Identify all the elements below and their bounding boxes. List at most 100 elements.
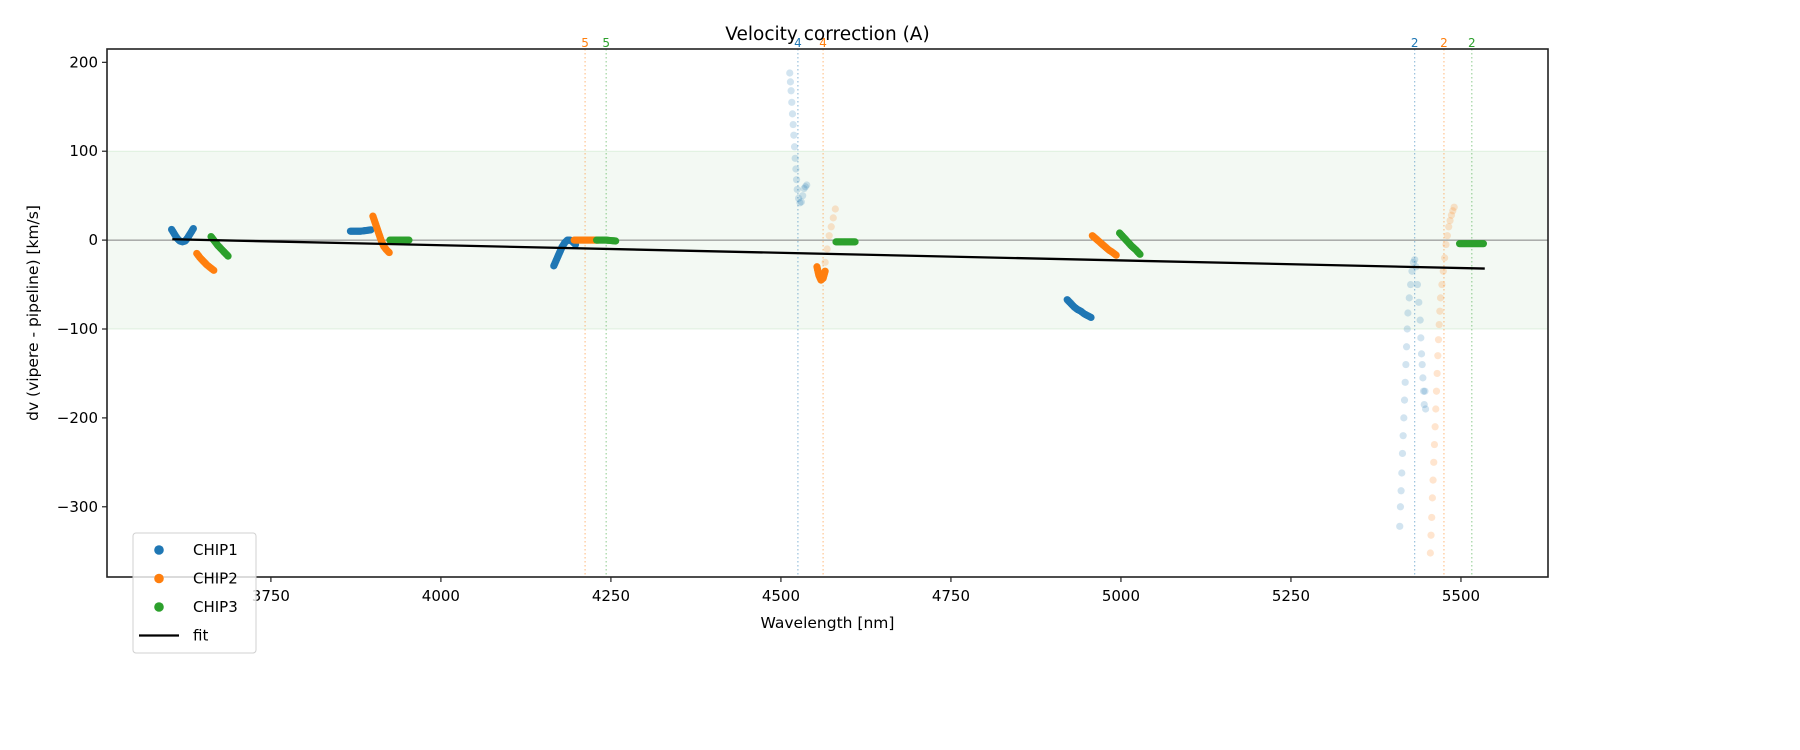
x-tick-label: 4750 xyxy=(932,587,970,605)
data-point xyxy=(796,199,804,207)
data-point xyxy=(1426,549,1434,557)
data-point xyxy=(1418,360,1426,369)
data-point xyxy=(821,258,829,266)
order-marker-label: 5 xyxy=(581,36,589,50)
data-point xyxy=(1411,256,1419,264)
data-point xyxy=(1396,503,1405,511)
data-point xyxy=(788,110,797,118)
order-marker-label: 4 xyxy=(794,36,802,50)
data-point xyxy=(829,214,837,222)
legend-label: CHIP2 xyxy=(193,570,238,588)
data-point xyxy=(1421,405,1430,413)
y-tick-label: −200 xyxy=(57,409,98,427)
data-point xyxy=(1397,487,1405,495)
data-point xyxy=(825,232,833,240)
data-point xyxy=(210,266,218,274)
data-point xyxy=(1403,325,1411,333)
data-point xyxy=(1413,280,1422,289)
data-point xyxy=(1430,440,1439,449)
legend-marker-chip3 xyxy=(154,602,164,612)
data-point xyxy=(1087,313,1095,322)
data-point xyxy=(831,205,839,213)
legend-label: fit xyxy=(193,627,208,645)
x-tick-label: 5250 xyxy=(1272,587,1310,605)
data-point xyxy=(1436,307,1444,315)
data-point xyxy=(1398,469,1406,477)
data-point xyxy=(1439,267,1447,275)
legend-box xyxy=(132,532,257,654)
data-point xyxy=(1405,294,1413,302)
data-point xyxy=(1441,254,1449,262)
data-point xyxy=(1421,387,1429,395)
data-point xyxy=(1438,280,1446,289)
data-point xyxy=(1400,396,1409,404)
data-point xyxy=(1428,513,1436,522)
data-point xyxy=(790,143,799,151)
data-point xyxy=(1407,280,1415,289)
x-axis-title: Wavelength [nm] xyxy=(761,614,895,632)
data-point xyxy=(1416,316,1424,324)
data-point xyxy=(1432,387,1441,395)
data-point xyxy=(851,238,859,246)
data-point xyxy=(1428,494,1436,502)
legend: CHIP1 CHIP2 CHIP3 fit xyxy=(132,532,257,654)
data-point xyxy=(800,184,808,193)
order-marker-label: 2 xyxy=(1468,36,1476,50)
y-tick-label: −100 xyxy=(57,320,98,338)
data-point xyxy=(790,131,798,139)
fit-line xyxy=(172,238,1485,270)
data-point xyxy=(385,248,393,257)
x-tick-label: 4500 xyxy=(762,587,800,605)
data-point xyxy=(1398,449,1407,458)
x-tick-label: 3750 xyxy=(252,587,290,605)
data-point xyxy=(1408,267,1416,275)
data-point xyxy=(1479,240,1487,248)
data-point xyxy=(1417,350,1426,358)
data-point xyxy=(1443,232,1451,240)
data-point xyxy=(1435,320,1443,329)
data-point xyxy=(1420,400,1428,409)
order-marker-label: 5 xyxy=(602,36,610,50)
data-point xyxy=(788,98,796,106)
data-point xyxy=(1442,240,1450,249)
y-tick-label: −300 xyxy=(57,498,98,516)
data-point xyxy=(1434,352,1442,360)
data-point xyxy=(1432,405,1440,413)
data-point xyxy=(1430,458,1438,466)
x-tick-label: 5500 xyxy=(1442,587,1480,605)
data-point xyxy=(1427,531,1435,539)
chart-title: Velocity correction (A) xyxy=(725,24,929,45)
data-point xyxy=(1402,360,1410,369)
data-point xyxy=(1445,223,1453,231)
data-point xyxy=(786,78,795,86)
data-point xyxy=(1447,211,1456,219)
data-point xyxy=(1429,476,1437,484)
order-marker-label: 4 xyxy=(819,36,827,50)
data-point xyxy=(1417,334,1425,342)
data-point xyxy=(791,154,799,162)
order-marker-label: 2 xyxy=(1440,36,1448,50)
y-tick-label: 0 xyxy=(88,231,98,249)
y-tick-label: 200 xyxy=(69,53,98,71)
data-point xyxy=(787,87,795,95)
data-point xyxy=(786,69,794,77)
data-point xyxy=(821,267,829,275)
data-point xyxy=(1401,378,1409,386)
data-point xyxy=(405,236,413,244)
x-tick-label: 4000 xyxy=(422,587,460,605)
data-point xyxy=(224,252,232,260)
legend-marker-chip2 xyxy=(154,573,164,584)
data-point xyxy=(1402,343,1411,351)
data-point xyxy=(797,198,805,206)
legend-label: CHIP3 xyxy=(193,598,238,616)
data-point xyxy=(1433,369,1441,378)
data-point xyxy=(1396,522,1404,530)
data-point xyxy=(1136,250,1144,258)
series-chip3 xyxy=(207,229,1487,260)
data-point xyxy=(823,245,831,253)
series-chip2 xyxy=(193,203,1458,557)
data-point xyxy=(189,224,197,233)
x-tick-label: 5000 xyxy=(1102,587,1140,605)
data-point xyxy=(792,165,800,173)
